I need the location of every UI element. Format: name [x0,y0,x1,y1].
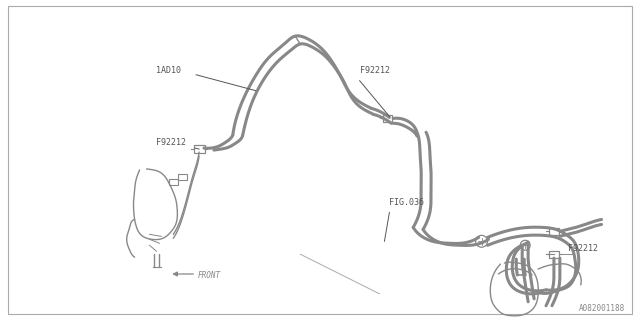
FancyBboxPatch shape [194,145,205,153]
Text: 1AD10: 1AD10 [156,66,181,75]
Text: FIG.036: FIG.036 [389,198,424,207]
Bar [169,179,178,185]
Bar [178,174,187,180]
Text: FRONT: FRONT [198,271,221,281]
Text: A082001188: A082001188 [579,304,625,313]
FancyBboxPatch shape [383,115,392,122]
FancyBboxPatch shape [549,228,559,235]
FancyBboxPatch shape [549,251,559,258]
Text: F92212: F92212 [156,138,186,147]
Text: F92212: F92212 [568,244,598,253]
Text: F92212: F92212 [360,66,390,75]
